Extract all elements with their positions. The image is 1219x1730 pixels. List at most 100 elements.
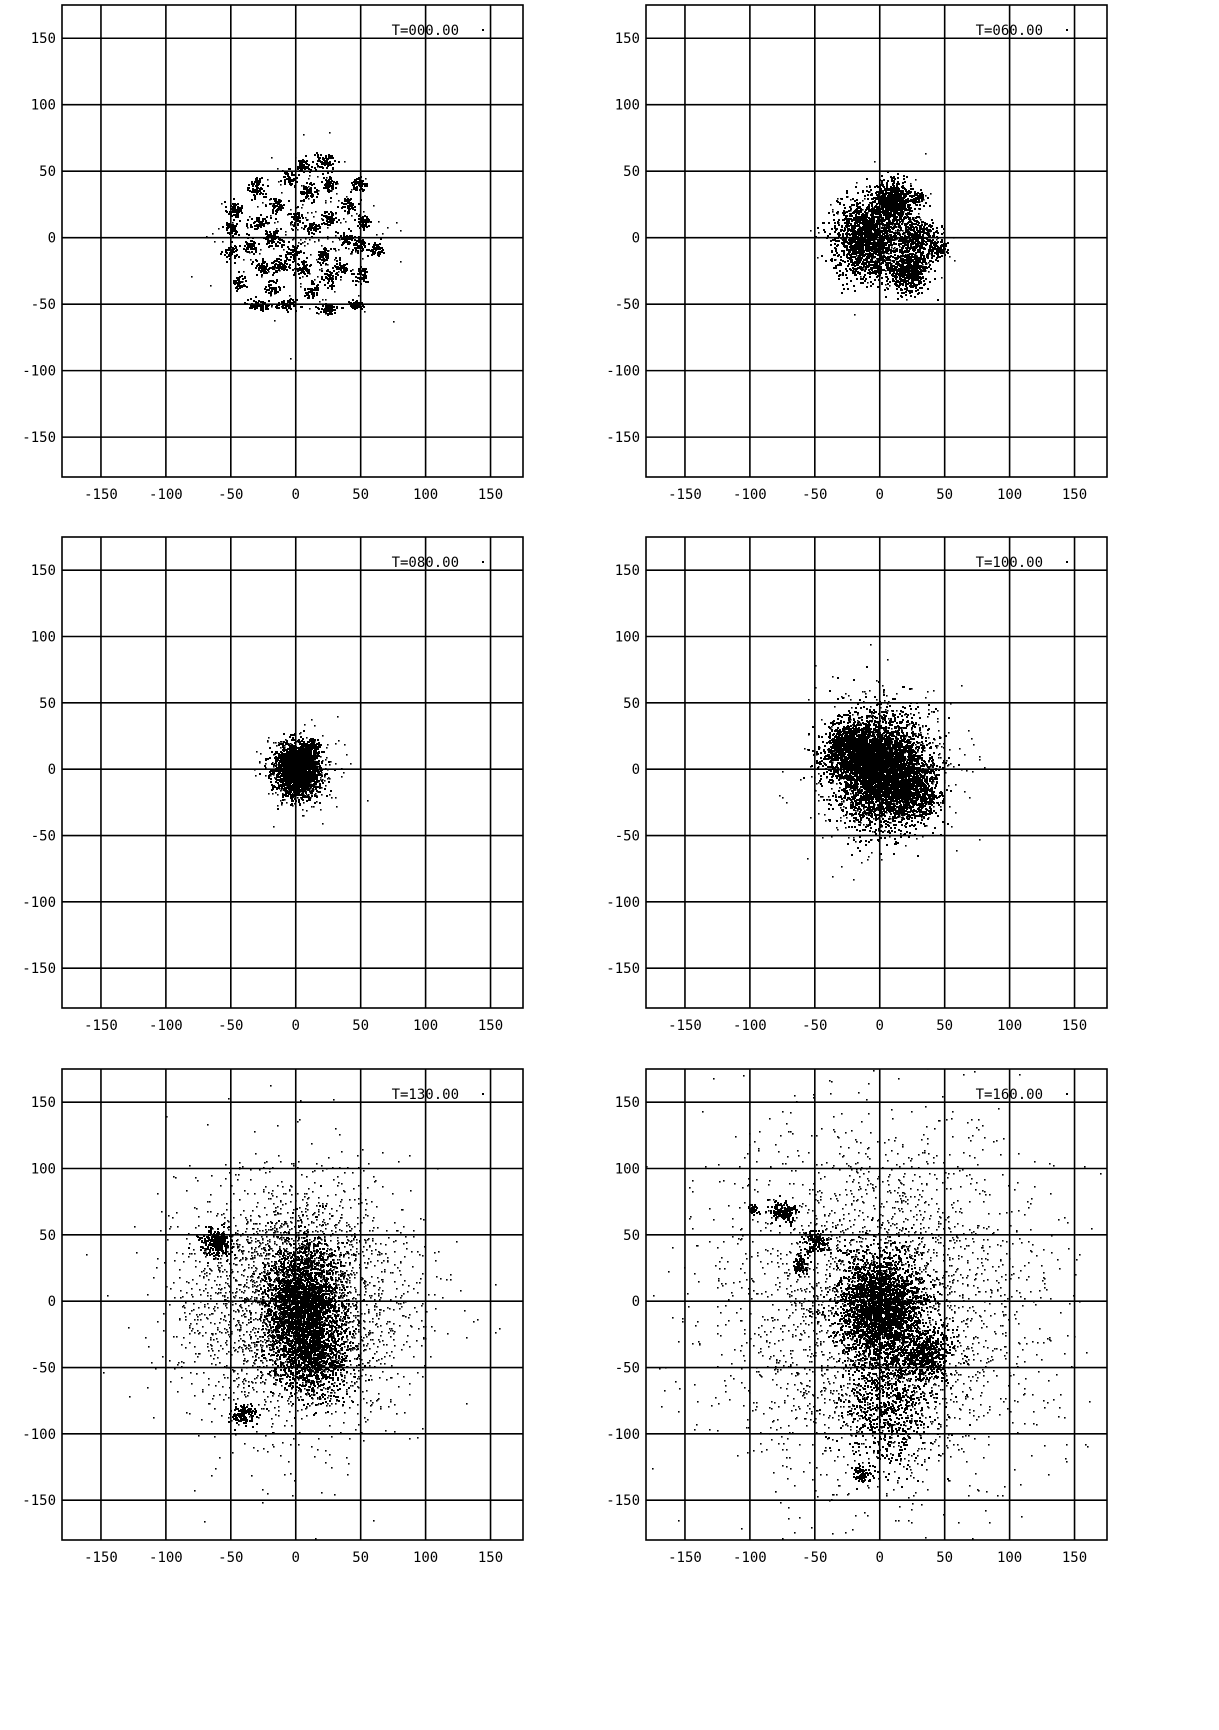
data-point [307,219,309,221]
data-point [858,231,860,233]
data-point [232,224,234,226]
data-point [237,210,239,212]
data-point [229,258,231,260]
data-point [846,256,848,258]
data-point [902,182,904,184]
data-point [303,271,305,273]
data-point [283,249,285,251]
data-point [894,254,896,256]
data-point [290,256,292,258]
data-point [883,245,885,247]
data-point [270,234,272,236]
data-point [919,273,921,275]
data-point [892,228,894,230]
data-point [278,307,280,309]
data-point [885,273,887,275]
data-point [861,251,863,253]
data-point [267,308,269,310]
data-point [895,218,897,220]
data-point [862,241,864,243]
data-point [276,279,278,281]
data-point [860,208,862,210]
data-point [363,211,365,213]
data-point [885,192,887,194]
data-point [371,254,373,256]
data-point [343,269,345,271]
data-point [893,176,895,178]
data-point [356,213,358,215]
data-point [874,201,876,203]
data-point [851,230,853,232]
data-point [228,249,230,251]
data-point [246,243,248,245]
data-point [369,221,371,223]
data-point [268,292,270,294]
data-point [827,235,829,237]
data-point [257,302,259,304]
data-point [335,278,337,280]
data-point [852,249,854,251]
data-point [896,232,898,234]
data-point [854,219,856,221]
y-tick-label: 50 [39,164,56,180]
data-point [331,218,333,220]
data-point [362,223,364,225]
data-point [843,288,845,290]
data-point [251,251,253,253]
data-point [856,202,858,204]
data-point [254,196,256,198]
data-point [254,248,256,250]
data-point [319,269,321,271]
data-point [868,269,870,271]
data-point [283,269,285,271]
data-point [319,256,321,258]
data-point [362,226,364,228]
data-point [330,201,332,203]
data-point [255,267,257,269]
data-point [322,158,324,160]
data-point [848,263,850,265]
data-point [893,185,895,187]
data-point [897,204,899,206]
data-point [871,203,873,205]
data-point [873,244,875,246]
data-point [319,281,321,283]
data-point [234,283,236,285]
data-point [909,292,911,294]
data-point [363,306,365,308]
data-point [853,235,855,237]
data-point [880,223,882,225]
data-point [364,219,366,221]
data-point [842,260,844,262]
data-point [846,192,848,194]
data-point [328,189,330,191]
data-point [300,239,302,241]
data-point [233,227,235,229]
data-point [253,300,255,302]
data-point [241,205,243,207]
data-point [345,221,347,223]
data-point [279,238,281,240]
data-point [327,282,329,284]
data-point [300,251,302,253]
data-point [259,190,261,192]
data-point [887,207,889,209]
data-point [896,250,898,252]
data-point [362,249,364,251]
data-point [921,292,923,294]
data-point [874,250,876,252]
data-point [831,260,833,262]
data-point [308,164,310,166]
data-point [340,276,342,278]
data-point [252,248,254,250]
data-point [833,254,835,256]
data-point [372,246,374,248]
data-point [355,244,357,246]
data-point [290,358,292,360]
data-point [886,198,888,200]
data-point [235,255,237,257]
data-point [331,284,333,286]
data-point [860,219,862,221]
data-point [329,271,331,273]
data-point [313,201,315,203]
